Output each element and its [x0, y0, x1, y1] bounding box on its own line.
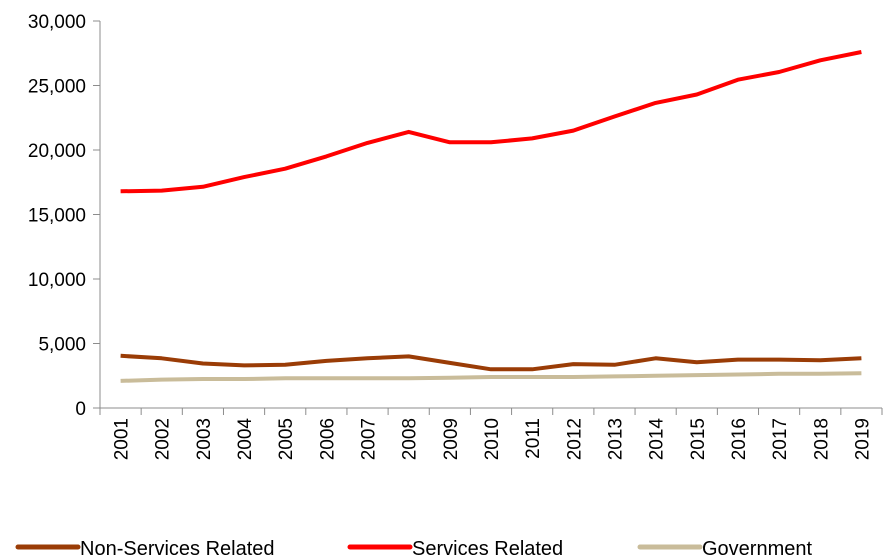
- x-tick-label: 2010: [482, 418, 503, 460]
- series-line-services-related: [120, 50, 862, 194]
- x-tick-label: 2016: [729, 418, 750, 460]
- x-tick-label: 2015: [688, 418, 709, 460]
- legend-label: Government: [702, 538, 812, 558]
- legend-label: Services Related: [412, 538, 563, 558]
- legend-label: Non-Services Related: [80, 538, 275, 558]
- axes: [99, 21, 882, 409]
- x-tick-label: 2006: [317, 418, 338, 460]
- x-tick-label: 2007: [359, 418, 380, 460]
- series-layer: [120, 50, 862, 383]
- x-tick-label: 2018: [811, 418, 832, 460]
- x-axis-ticks: 2001 2002 2003 2004 2005 2006 2007 2008 2009 2010…: [99, 408, 883, 461]
- y-tick-label: 5,000: [38, 335, 86, 356]
- x-tick-label: 2001: [112, 418, 133, 460]
- x-tick-label: 2017: [770, 418, 791, 460]
- x-tick-label: 2005: [276, 418, 297, 460]
- x-tick-label: 2003: [194, 418, 215, 460]
- x-tick-label: 2012: [564, 418, 585, 460]
- y-tick-label: 20,000: [28, 141, 86, 162]
- y-tick-label: 10,000: [28, 270, 86, 291]
- x-tick-label: 2019: [852, 418, 873, 460]
- series-line-government: [120, 371, 862, 383]
- x-tick-label: 2008: [400, 418, 421, 460]
- series-line-non-services-related: [120, 353, 862, 372]
- y-tick-label: 25,000: [28, 77, 86, 98]
- legend: Non-Services Related Services Related Gove…: [15, 538, 812, 558]
- y-tick-label: 30,000: [28, 12, 86, 33]
- x-tick-label: 2013: [605, 418, 626, 460]
- x-tick-label: 2002: [153, 418, 174, 460]
- x-tick-label: 2011: [523, 418, 544, 459]
- y-tick-label: 0: [75, 399, 86, 420]
- x-tick-label: 2004: [235, 418, 256, 461]
- y-tick-label: 15,000: [28, 206, 86, 227]
- x-tick-label: 2014: [647, 418, 668, 461]
- y-axis-ticks: 0 5,000 10,000 15,000 20,000 25,000 30,000: [28, 12, 100, 420]
- x-tick-label: 2009: [441, 418, 462, 460]
